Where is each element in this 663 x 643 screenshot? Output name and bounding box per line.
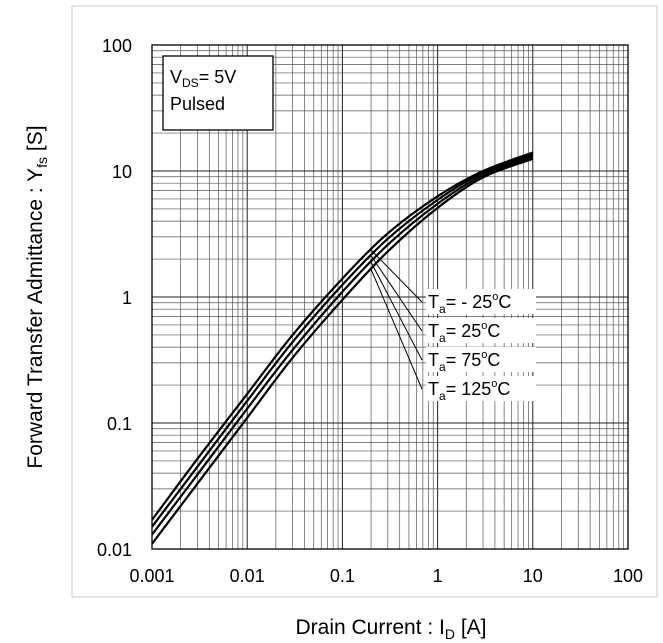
series-label: Ta= 75oC — [428, 349, 500, 374]
x-axis-label: Drain Current : ID [A] — [295, 616, 486, 642]
series-lines — [151, 151, 534, 545]
label-background — [426, 376, 536, 401]
x-tick-label: 0.01 — [230, 566, 265, 586]
series-line — [151, 155, 534, 536]
series-label: Ta= - 25oC — [428, 291, 511, 316]
y-axis-label: Forward Transfer Admittance : Yfs [S] — [24, 125, 50, 468]
plot-area-border — [151, 44, 629, 550]
conditions-box — [162, 55, 274, 131]
y-tick-label: 10 — [112, 162, 132, 182]
leader-line — [370, 261, 423, 361]
y-tick-label: 100 — [102, 36, 132, 56]
label-background — [426, 289, 536, 314]
y-tick-label: 1 — [122, 288, 132, 308]
y-tick-label: 0.1 — [107, 414, 132, 434]
series-label: Ta= 125oC — [428, 378, 510, 403]
leader-line — [370, 249, 423, 303]
leader-line — [370, 269, 423, 390]
x-tick-label: 0.1 — [330, 566, 355, 586]
series-line — [151, 151, 534, 521]
y-tick-labels: 0.01 0.1 1 10 100 — [97, 36, 132, 560]
series-label: Ta= 25oC — [428, 320, 500, 345]
series-line — [151, 153, 534, 528]
label-background — [426, 347, 536, 372]
conditions-pulsed: Pulsed — [170, 94, 225, 114]
x-tick-labels: 0.001 0.01 0.1 1 10 100 — [129, 566, 643, 586]
series-labels: Ta= - 25oC Ta= 25oC Ta= 75oC Ta= 125oC — [426, 289, 536, 403]
x-tick-label: 10 — [523, 566, 543, 586]
x-tick-label: 1 — [433, 566, 443, 586]
label-background — [426, 318, 536, 343]
y-tick-label: 0.01 — [97, 540, 132, 560]
x-tick-label: 0.001 — [129, 566, 174, 586]
label-leader-lines — [370, 249, 423, 390]
leader-line — [370, 255, 423, 332]
x-tick-label: 100 — [613, 566, 643, 586]
series-line — [151, 157, 534, 545]
conditions-vds: VDS= 5V — [170, 67, 236, 90]
outer-frame — [71, 5, 658, 598]
